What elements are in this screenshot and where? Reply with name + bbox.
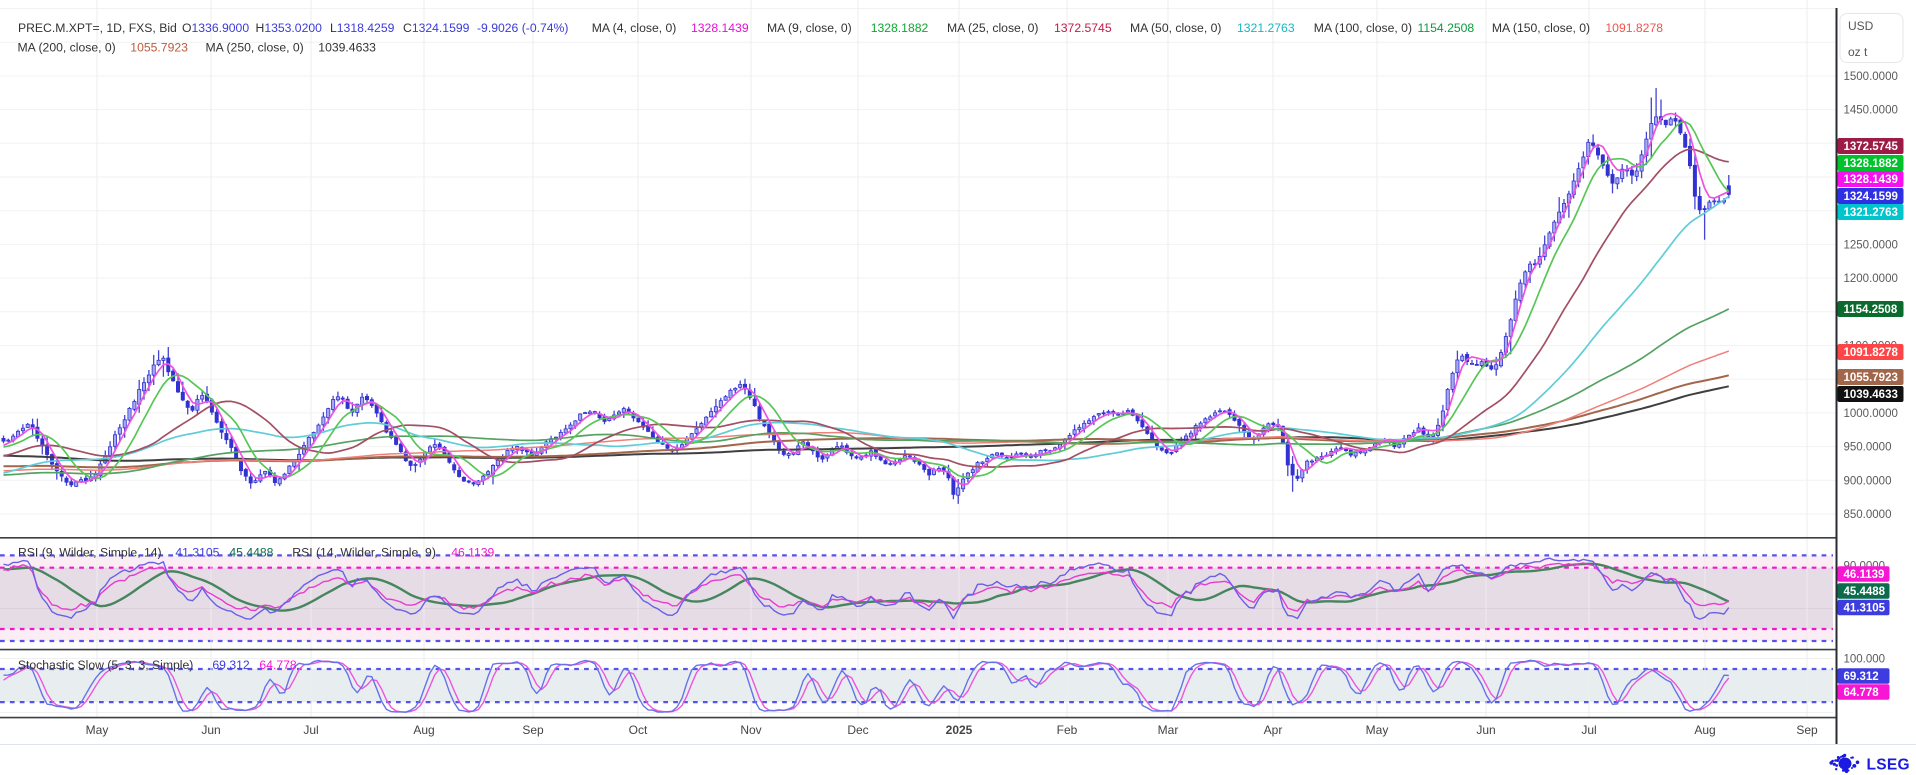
svg-text:1055.7923: 1055.7923 — [1844, 372, 1898, 384]
svg-text:1328.1439: 1328.1439 — [691, 21, 749, 35]
svg-text:850.0000: 850.0000 — [1844, 509, 1892, 521]
svg-text:Jul: Jul — [1581, 723, 1596, 737]
svg-text:MA (4, close, 0): MA (4, close, 0) — [592, 21, 677, 35]
svg-text:1039.4633: 1039.4633 — [1844, 389, 1898, 401]
svg-text:MA (250, close, 0): MA (250, close, 0) — [206, 40, 304, 54]
svg-text:1324.1599: 1324.1599 — [1844, 191, 1898, 203]
svg-text:1328.1882: 1328.1882 — [1844, 158, 1898, 170]
svg-text:-9.9026 (-0.74%): -9.9026 (-0.74%) — [477, 21, 568, 35]
svg-text:45.4488: 45.4488 — [229, 546, 273, 560]
svg-text:1328.1439: 1328.1439 — [1844, 174, 1898, 186]
svg-text:MA (150, close, 0): MA (150, close, 0) — [1492, 21, 1590, 35]
svg-text:H1353.0200: H1353.0200 — [256, 21, 323, 35]
svg-text:1321.2763: 1321.2763 — [1237, 21, 1295, 35]
svg-text:Aug: Aug — [413, 723, 434, 737]
svg-text:L1318.4259: L1318.4259 — [330, 21, 395, 35]
svg-text:RSI (14, Wilder, Simple, 9): RSI (14, Wilder, Simple, 9) — [292, 546, 436, 560]
svg-text:Jun: Jun — [201, 723, 220, 737]
svg-text:MA (100, close, 0): MA (100, close, 0) — [1314, 21, 1412, 35]
svg-text:Sep: Sep — [522, 723, 544, 737]
svg-text:MA (9, close, 0): MA (9, close, 0) — [767, 21, 852, 35]
svg-text:MA (25, close, 0): MA (25, close, 0) — [947, 21, 1038, 35]
svg-text:Nov: Nov — [740, 723, 761, 737]
svg-text:46.1139: 46.1139 — [1844, 569, 1885, 581]
svg-text:Aug: Aug — [1694, 723, 1715, 737]
svg-text:USD: USD — [1848, 19, 1874, 33]
svg-text:1154.2508: 1154.2508 — [1844, 304, 1898, 316]
svg-text:950.0000: 950.0000 — [1844, 442, 1892, 454]
svg-text:Oct: Oct — [629, 723, 648, 737]
svg-text:1372.5745: 1372.5745 — [1844, 141, 1899, 153]
svg-text:1328.1882: 1328.1882 — [871, 21, 929, 35]
svg-text:1000.0000: 1000.0000 — [1844, 408, 1898, 420]
svg-text:1154.2508: 1154.2508 — [1418, 21, 1475, 35]
svg-text:MA (50, close, 0): MA (50, close, 0) — [1130, 21, 1221, 35]
svg-text:C1324.1599: C1324.1599 — [403, 21, 470, 35]
svg-text:1250.0000: 1250.0000 — [1844, 239, 1898, 251]
svg-text:1091.8278: 1091.8278 — [1605, 21, 1663, 35]
svg-text:64.778: 64.778 — [1844, 687, 1880, 699]
svg-text:64.778: 64.778 — [259, 658, 296, 672]
svg-text:69.312: 69.312 — [212, 658, 249, 672]
svg-text:1200.0000: 1200.0000 — [1844, 273, 1898, 285]
svg-text:MA (200, close, 0): MA (200, close, 0) — [18, 40, 116, 54]
svg-text:LSEG: LSEG — [1867, 757, 1910, 774]
svg-text:Sep: Sep — [1796, 723, 1818, 737]
svg-text:Feb: Feb — [1057, 723, 1078, 737]
svg-text:1450.0000: 1450.0000 — [1844, 105, 1898, 117]
svg-text:900.0000: 900.0000 — [1844, 475, 1892, 487]
svg-text:1372.5745: 1372.5745 — [1054, 21, 1112, 35]
svg-text:46.1139: 46.1139 — [451, 546, 494, 560]
svg-text:May: May — [86, 723, 109, 737]
svg-text:RSI (9, Wilder, Simple, 14): RSI (9, Wilder, Simple, 14) — [18, 546, 162, 560]
svg-text:1055.7923: 1055.7923 — [130, 40, 188, 54]
svg-text:Stochastic Slow (5, 3, 3, Simp: Stochastic Slow (5, 3, 3, Simple) — [18, 658, 193, 672]
svg-text:41.3105: 41.3105 — [1844, 603, 1886, 615]
svg-text:PREC.M.XPT=, 1D, FXS, Bid: PREC.M.XPT=, 1D, FXS, Bid — [18, 21, 177, 35]
svg-text:oz t: oz t — [1848, 45, 1868, 59]
svg-text:Dec: Dec — [847, 723, 868, 737]
svg-text:100.000: 100.000 — [1844, 654, 1886, 666]
svg-text:May: May — [1366, 723, 1389, 737]
svg-text:2025: 2025 — [946, 723, 973, 737]
svg-text:1321.2763: 1321.2763 — [1844, 207, 1898, 219]
svg-text:O1336.9000: O1336.9000 — [182, 21, 249, 35]
svg-text:Mar: Mar — [1158, 723, 1179, 737]
svg-text:41.3105: 41.3105 — [175, 546, 219, 560]
svg-text:1091.8278: 1091.8278 — [1844, 347, 1899, 359]
svg-text:1039.4633: 1039.4633 — [318, 40, 376, 54]
svg-text:Jun: Jun — [1476, 723, 1495, 737]
svg-text:1500.0000: 1500.0000 — [1844, 71, 1898, 83]
svg-text:45.4488: 45.4488 — [1844, 586, 1886, 598]
svg-text:Jul: Jul — [303, 723, 318, 737]
svg-text:Apr: Apr — [1264, 723, 1283, 737]
svg-text:69.312: 69.312 — [1844, 671, 1879, 683]
